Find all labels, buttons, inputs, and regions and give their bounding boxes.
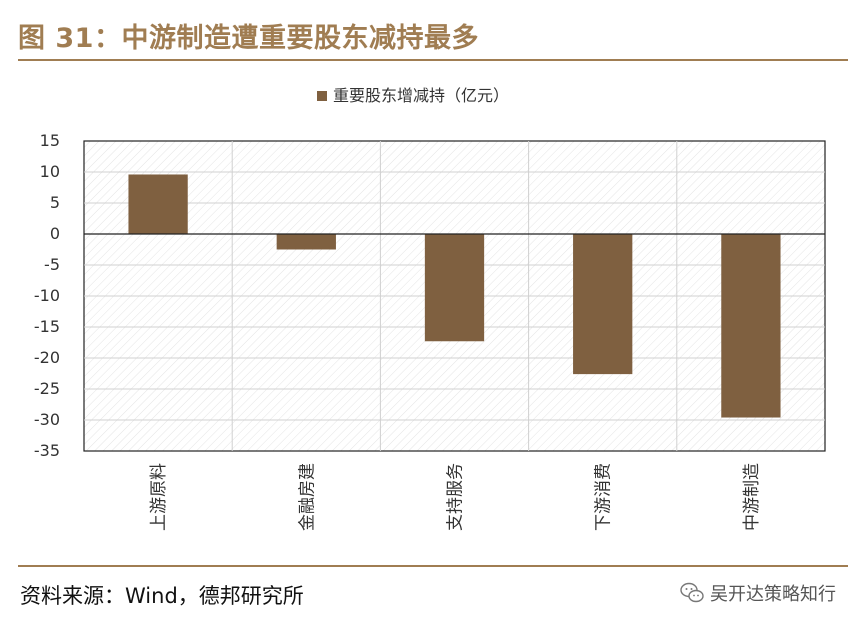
y-tick-label: 0 bbox=[50, 224, 60, 243]
gridlines bbox=[84, 141, 825, 451]
y-tick-label: -25 bbox=[34, 379, 60, 398]
bar bbox=[128, 174, 188, 234]
x-axis: 上游原料 金融房建 支持服务 下游消费 中游制造 bbox=[149, 463, 762, 531]
y-axis: 15 10 5 0 -5 -10 -15 -20 -25 -30 -35 bbox=[34, 131, 60, 460]
source-note: 资料来源：Wind，德邦研究所 bbox=[20, 584, 304, 608]
x-tick-label: 中游制造 bbox=[742, 463, 762, 531]
x-tick-label: 上游原料 bbox=[149, 463, 169, 531]
legend-swatch bbox=[317, 91, 327, 101]
y-tick-label: 10 bbox=[40, 162, 60, 181]
chart-legend: 重要股东增减持（亿元） bbox=[317, 86, 509, 105]
bar bbox=[276, 234, 336, 250]
x-tick-label: 支持服务 bbox=[446, 463, 466, 531]
legend-label: 重要股东增减持（亿元） bbox=[333, 86, 509, 105]
bar bbox=[573, 234, 633, 375]
figure-title: 图 31：中游制造遭重要股东减持最多 bbox=[18, 23, 479, 54]
y-tick-label: 15 bbox=[40, 131, 60, 150]
x-tick-label: 金融房建 bbox=[297, 463, 317, 531]
bar-chart: 重要股东增减持（亿元） 15 10 5 0 -5 -10 -15 -20 -25 -30 -35 上… bbox=[34, 86, 826, 531]
y-tick-label: -30 bbox=[34, 410, 60, 429]
y-tick-label: -5 bbox=[44, 255, 60, 274]
x-tick-label: 下游消费 bbox=[594, 463, 614, 531]
y-tick-label: -35 bbox=[34, 441, 60, 460]
y-tick-label: -15 bbox=[34, 317, 60, 336]
y-tick-label: -10 bbox=[34, 286, 60, 305]
watermark-text: 吴开达策略知行 bbox=[710, 584, 836, 605]
y-tick-label: 5 bbox=[50, 193, 60, 212]
title-divider bbox=[18, 59, 848, 61]
watermark: 吴开达策略知行 bbox=[680, 580, 836, 606]
bars bbox=[128, 174, 781, 418]
y-tick-label: -20 bbox=[34, 348, 60, 367]
bar bbox=[424, 234, 485, 342]
footer-divider bbox=[18, 565, 848, 567]
wechat-icon bbox=[680, 582, 704, 603]
bar bbox=[721, 234, 781, 418]
